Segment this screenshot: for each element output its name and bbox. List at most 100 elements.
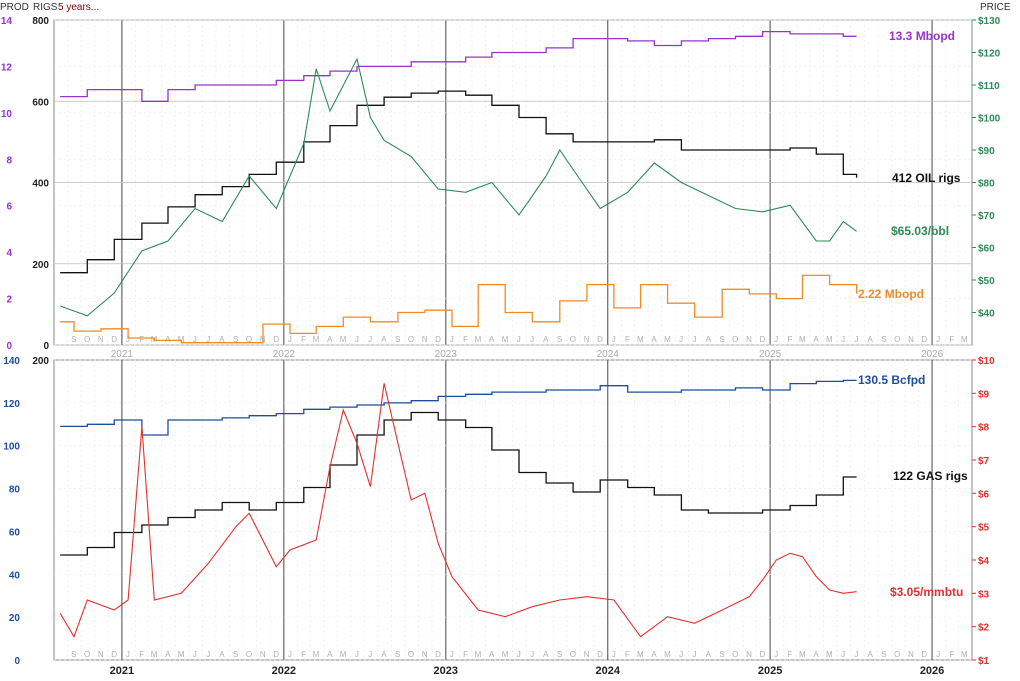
oil-price-label: $65.03/bbl (891, 224, 949, 238)
gas-month-tick-label: M (961, 650, 968, 659)
gas-month-tick-label: M (799, 650, 806, 659)
oil-price-tick-label: $40 (978, 309, 995, 320)
gas-month-tick-label: J (288, 650, 292, 659)
gas-month-tick-label: F (949, 650, 954, 659)
oil-month-tick-label: S (233, 335, 238, 344)
oil-month-tick-label: F (949, 335, 954, 344)
gas-month-tick-label: J (612, 650, 616, 659)
oil-year-tick-label: 2022 (273, 349, 296, 360)
oil-month-tick-label: J (126, 335, 130, 344)
gas-month-tick-label: D (273, 650, 279, 659)
gas-month-tick-label: M (664, 650, 671, 659)
gas-month-tick-label: J (679, 650, 683, 659)
gas-month-tick-label: J (774, 650, 778, 659)
gas-month-tick-label: J (368, 650, 372, 659)
gas-prod-tick-label: 40 (9, 570, 21, 581)
oil-month-tick-label: J (193, 335, 197, 344)
gas-rigs-series-line (60, 411, 857, 556)
gas-price-tick-label: $6 (978, 489, 990, 500)
gas-year-tick-label: 2022 (272, 665, 296, 676)
oil-month-tick-label: A (651, 335, 657, 344)
gas-year-tick-label: 2025 (758, 665, 782, 676)
oil-year-tick-label: 2025 (759, 349, 782, 360)
gas-month-tick-label: M (826, 650, 833, 659)
gas-month-tick-label: A (489, 650, 495, 659)
oil-month-tick-label: S (395, 335, 400, 344)
oil-month-tick-label: M (826, 335, 833, 344)
oil-year-tick-label: 2024 (597, 349, 620, 360)
oil-month-tick-label: J (841, 335, 845, 344)
gas-month-tick-label: N (422, 650, 428, 659)
gas-price-tick-label: $8 (978, 423, 990, 434)
gas-month-tick-label: J (854, 650, 858, 659)
gas-month-tick-label: M (151, 650, 158, 659)
oil-month-tick-label: J (612, 335, 616, 344)
gas-month-tick-label: S (557, 650, 562, 659)
oil-month-tick-label: N (584, 335, 590, 344)
oil-month-tick-label: J (288, 335, 292, 344)
oil-rigs-tick-label: 200 (32, 260, 49, 271)
gas-price-series-line (59, 383, 857, 638)
oil-month-tick-label: F (787, 335, 792, 344)
oil-month-tick-label: D (921, 335, 927, 344)
rigs-axis-caption: RIGS (33, 2, 58, 13)
oil-month-tick-label: S (719, 335, 724, 344)
oil-month-tick-label: M (502, 335, 509, 344)
oil-month-tick-label: M (961, 335, 968, 344)
oil-month-tick-label: D (435, 335, 441, 344)
oil-prod-tick-label: 14 (1, 16, 13, 27)
gas-price-tick-label: $4 (978, 556, 990, 567)
ngl-prod-series-line (60, 274, 858, 344)
gas-month-tick-label: D (111, 650, 117, 659)
oil-price-tick-label: $100 (978, 114, 1001, 125)
gas-month-tick-label: N (908, 650, 914, 659)
oil-prod-tick-label: 2 (6, 295, 12, 306)
gas-price-label: $3.05/mmbtu (890, 585, 963, 599)
gas-month-tick-label: A (381, 650, 387, 659)
oil-month-tick-label: A (868, 335, 874, 344)
gas-month-tick-label: O (246, 650, 252, 659)
period-label: 5 years... (58, 2, 99, 13)
gas-year-tick-label: 2023 (434, 665, 458, 676)
gas-month-tick-label: O (570, 650, 576, 659)
gas-month-tick-label: M (178, 650, 185, 659)
oil-month-tick-label: J (854, 335, 858, 344)
oil-month-tick-label: J (206, 335, 210, 344)
oil-price-tick-label: $80 (978, 179, 995, 190)
oil-panel-grid (54, 19, 972, 346)
gas-month-tick-label: J (530, 650, 534, 659)
gas-year-tick-label: 2024 (595, 665, 620, 676)
oil-month-tick-label: J (517, 335, 521, 344)
gas-month-tick-label: N (746, 650, 752, 659)
oil-year-tick-label: 2023 (435, 349, 458, 360)
oil-price-tick-label: $60 (978, 244, 995, 255)
gas-prod-tick-label: 0 (14, 656, 20, 667)
oil-price-series-line (60, 57, 857, 317)
gas-month-tick-label: M (502, 650, 509, 659)
oil-year-tick-label: 2021 (111, 349, 134, 360)
gas-month-tick-label: S (881, 650, 886, 659)
gas-month-tick-label: O (84, 650, 90, 659)
gas-month-tick-label: M (340, 650, 347, 659)
oil-month-tick-label: A (706, 335, 712, 344)
oil-month-tick-label: O (894, 335, 900, 344)
oil-month-tick-label: M (637, 335, 644, 344)
gas-month-tick-label: J (193, 650, 197, 659)
gas-month-tick-label: M (637, 650, 644, 659)
gas-month-tick-label: J (936, 650, 940, 659)
gas-month-tick-label: N (584, 650, 590, 659)
oil-rigs-tick-label: 600 (32, 97, 49, 108)
gas-prod-tick-label: 20 (9, 613, 21, 624)
gas-price-tick-label: $10 (978, 356, 995, 367)
gas-year-tick-label: 2021 (110, 665, 134, 676)
oil-month-tick-label: F (301, 335, 306, 344)
gas-month-tick-label: A (813, 650, 819, 659)
gas-month-tick-label: A (868, 650, 874, 659)
gas-price-tick-label: $5 (978, 523, 990, 534)
oil-price-tick-label: $90 (978, 146, 995, 157)
oil-prod-tick-label: 8 (6, 155, 12, 166)
oil-month-tick-label: O (84, 335, 90, 344)
gas-prod-tick-label: 140 (3, 356, 20, 367)
oil-month-tick-label: N (98, 335, 104, 344)
